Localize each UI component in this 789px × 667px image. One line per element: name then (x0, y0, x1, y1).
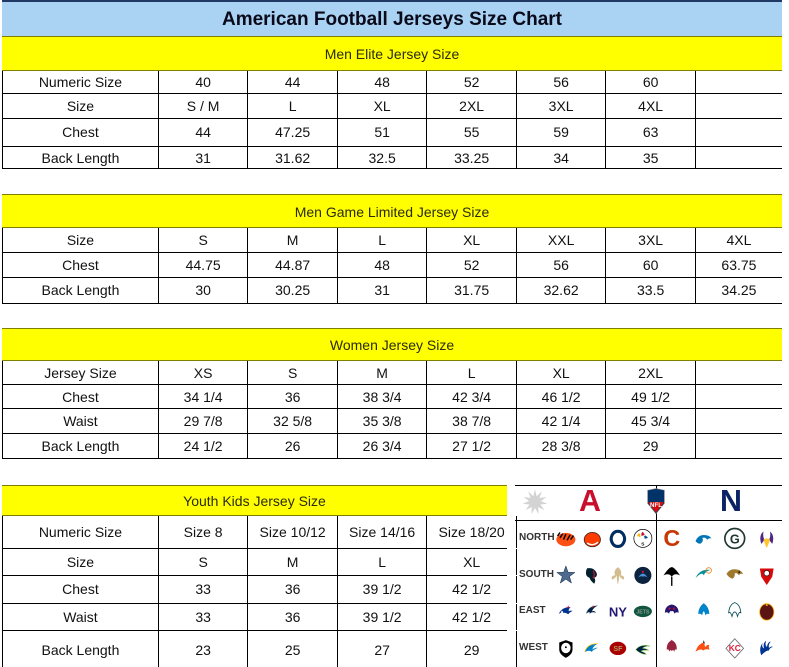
svg-text:SF: SF (613, 645, 623, 653)
svg-text:N: N (720, 486, 742, 518)
svg-text:S: S (642, 541, 645, 547)
svg-text:G: G (730, 532, 740, 546)
svg-text:A: A (579, 486, 601, 518)
svg-text:JETS: JETS (637, 610, 651, 616)
svg-text:C: C (663, 525, 680, 551)
svg-text:KC: KC (729, 644, 741, 653)
svg-text:NFL: NFL (650, 502, 662, 509)
svg-text:NY: NY (608, 605, 626, 620)
